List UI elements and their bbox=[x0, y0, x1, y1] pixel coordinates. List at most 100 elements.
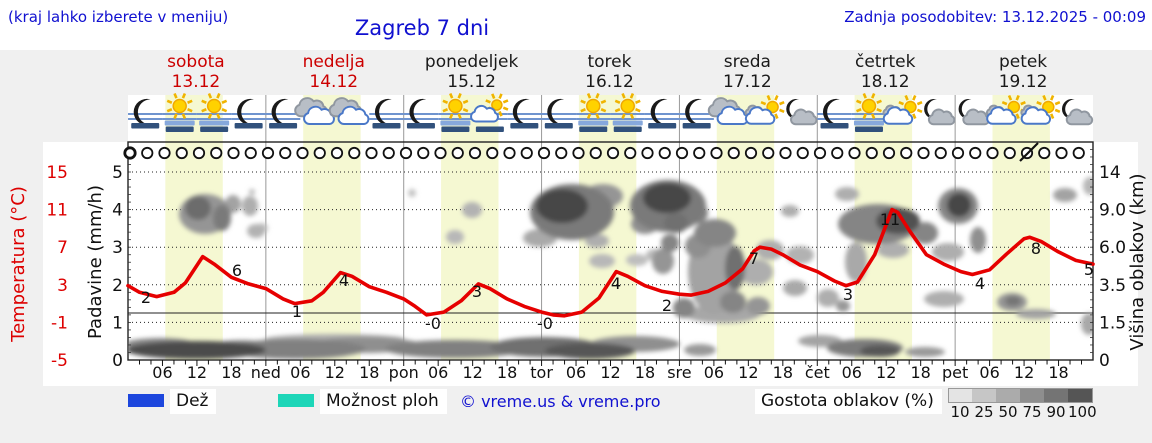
hour-label: 12 bbox=[600, 363, 620, 382]
calm-wind-circle-icon bbox=[572, 146, 585, 160]
cloud-density-step-value: 90 bbox=[1046, 403, 1066, 421]
weather-icon-sun-fog bbox=[576, 93, 611, 132]
cloud-density-blob bbox=[652, 248, 674, 274]
day-name: nedelja bbox=[302, 52, 365, 72]
day-date: 13.12 bbox=[171, 72, 221, 92]
calm-wind-circle-icon bbox=[693, 146, 706, 160]
hour-label: 06 bbox=[290, 363, 310, 382]
day-name: petek bbox=[998, 52, 1048, 72]
daylight-band bbox=[992, 95, 1050, 360]
calm-wind-circle-icon bbox=[313, 146, 326, 160]
wind-symbol-row bbox=[123, 142, 1085, 162]
cloud-density-step-value: 50 bbox=[998, 403, 1018, 421]
cloud-density-blob bbox=[783, 280, 807, 296]
calm-wind-circle-icon bbox=[365, 146, 378, 160]
wind-barb-icon bbox=[1019, 142, 1039, 162]
temperature-curve bbox=[126, 207, 1095, 318]
weather-icon-moon-fog bbox=[231, 98, 266, 129]
cloud-density-blob bbox=[1016, 309, 1056, 319]
calm-wind-circle-icon bbox=[123, 146, 137, 160]
day-header-sobota: sobota 13.12 bbox=[127, 52, 265, 92]
day-header-petek: petek 19.12 bbox=[954, 52, 1092, 92]
calm-wind-circle-icon bbox=[589, 146, 602, 160]
cloud-density-step-value: 75 bbox=[1022, 403, 1042, 421]
cloud-density-blob bbox=[462, 202, 482, 218]
temperature-axis-title: Temperatura (°C) bbox=[8, 186, 29, 343]
calm-wind-circle-icon bbox=[382, 146, 395, 160]
temperature-axis-tick: -5 bbox=[51, 351, 68, 371]
calm-wind-circle-icon bbox=[675, 146, 689, 160]
header-strip bbox=[0, 0, 1152, 50]
cloud-density-blob bbox=[408, 189, 416, 197]
daylight-band bbox=[303, 95, 361, 360]
weather-icon-moon-fog bbox=[128, 98, 163, 129]
calm-wind-circle-icon bbox=[641, 146, 654, 160]
credit-link[interactable]: © vreme.us & vreme.pro bbox=[460, 392, 661, 411]
cloud-density-blob bbox=[129, 341, 266, 359]
day-header-nedelja: nedelja 14.12 bbox=[265, 52, 403, 92]
day-abbrev-label: pet bbox=[942, 363, 968, 382]
cloud-density-blob bbox=[684, 344, 716, 356]
weather-icon-moon-fog bbox=[507, 98, 542, 129]
hour-label: 12 bbox=[187, 363, 207, 382]
hour-label: 18 bbox=[359, 363, 379, 382]
calm-wind-circle-icon bbox=[158, 146, 171, 160]
weather-icon-moon-fog bbox=[265, 98, 301, 129]
hour-label: 12 bbox=[738, 363, 758, 382]
calm-wind-circle-icon bbox=[796, 146, 809, 160]
weather-icon-moon-fog bbox=[369, 98, 404, 129]
day-header-četrtek: četrtek 18.12 bbox=[816, 52, 954, 92]
cloud-density-blob bbox=[673, 298, 695, 318]
hour-label: 12 bbox=[876, 363, 896, 382]
precipitation-axis-tick: 1 bbox=[112, 313, 123, 333]
precipitation-axis-title: Padavine (mm/h) bbox=[85, 185, 106, 339]
hour-label: 06 bbox=[152, 363, 172, 382]
cloud-density-blob bbox=[585, 234, 609, 248]
precipitation-axis-tick: 5 bbox=[112, 163, 123, 183]
calm-wind-circle-icon bbox=[951, 146, 965, 160]
hour-label: 18 bbox=[221, 363, 241, 382]
calm-wind-circle-icon bbox=[399, 146, 413, 160]
weather-icon-moon-fog bbox=[541, 98, 577, 129]
temperature-value-label: 4 bbox=[975, 274, 985, 293]
day-date: 19.12 bbox=[998, 72, 1048, 92]
cloud-height-axis-tick: 1.5 bbox=[1099, 313, 1126, 333]
temperature-value-label: 7 bbox=[749, 249, 759, 268]
showers-legend-swatch bbox=[278, 394, 314, 407]
temperature-value-label: -0 bbox=[537, 314, 553, 333]
weather-icon-moon-fog bbox=[817, 98, 852, 129]
calm-wind-circle-icon bbox=[831, 146, 844, 160]
cloud-density-step bbox=[996, 388, 1020, 403]
cloud-density-blob bbox=[739, 259, 773, 285]
cloud-density-blob bbox=[924, 291, 964, 307]
cloud-density-step bbox=[948, 388, 973, 403]
cloud-density-blob bbox=[836, 300, 850, 312]
calm-wind-circle-icon bbox=[779, 146, 792, 160]
hour-label: 06 bbox=[428, 363, 448, 382]
calm-wind-circle-icon bbox=[141, 146, 154, 160]
hour-label: 06 bbox=[979, 363, 999, 382]
cloud-height-axis-tick: 6.0 bbox=[1099, 238, 1126, 258]
cloud-density-blob bbox=[664, 213, 688, 233]
weather-icon-sun-cloud bbox=[882, 94, 923, 125]
weather-icon-sun-cloud-fog bbox=[470, 93, 509, 132]
calm-wind-circle-icon bbox=[813, 146, 827, 160]
weather-icon-sun-fog bbox=[162, 93, 197, 132]
day-name: sreda bbox=[723, 52, 771, 72]
day-date: 17.12 bbox=[723, 72, 772, 92]
temperature-value-label: 6 bbox=[232, 261, 242, 280]
day-abbrev-label: ned bbox=[251, 363, 281, 382]
calm-wind-circle-icon bbox=[227, 146, 240, 160]
hour-label: 18 bbox=[1048, 363, 1068, 382]
cloud-density-step-value: 25 bbox=[974, 403, 994, 421]
cloud-density-blob bbox=[817, 289, 839, 307]
day-abbrev-label: pon bbox=[389, 363, 419, 382]
temperature-axis-tick: -1 bbox=[51, 313, 68, 333]
day-header-ponedeljek: ponedeljek 15.12 bbox=[403, 52, 541, 92]
temperature-value-label: 4 bbox=[339, 271, 349, 290]
calm-wind-circle-icon bbox=[261, 146, 275, 160]
weather-icon-cloud bbox=[294, 97, 335, 126]
weather-icon-sun-fog bbox=[851, 93, 887, 132]
calm-wind-circle-icon bbox=[658, 146, 671, 160]
day-date: 14.12 bbox=[309, 72, 359, 92]
